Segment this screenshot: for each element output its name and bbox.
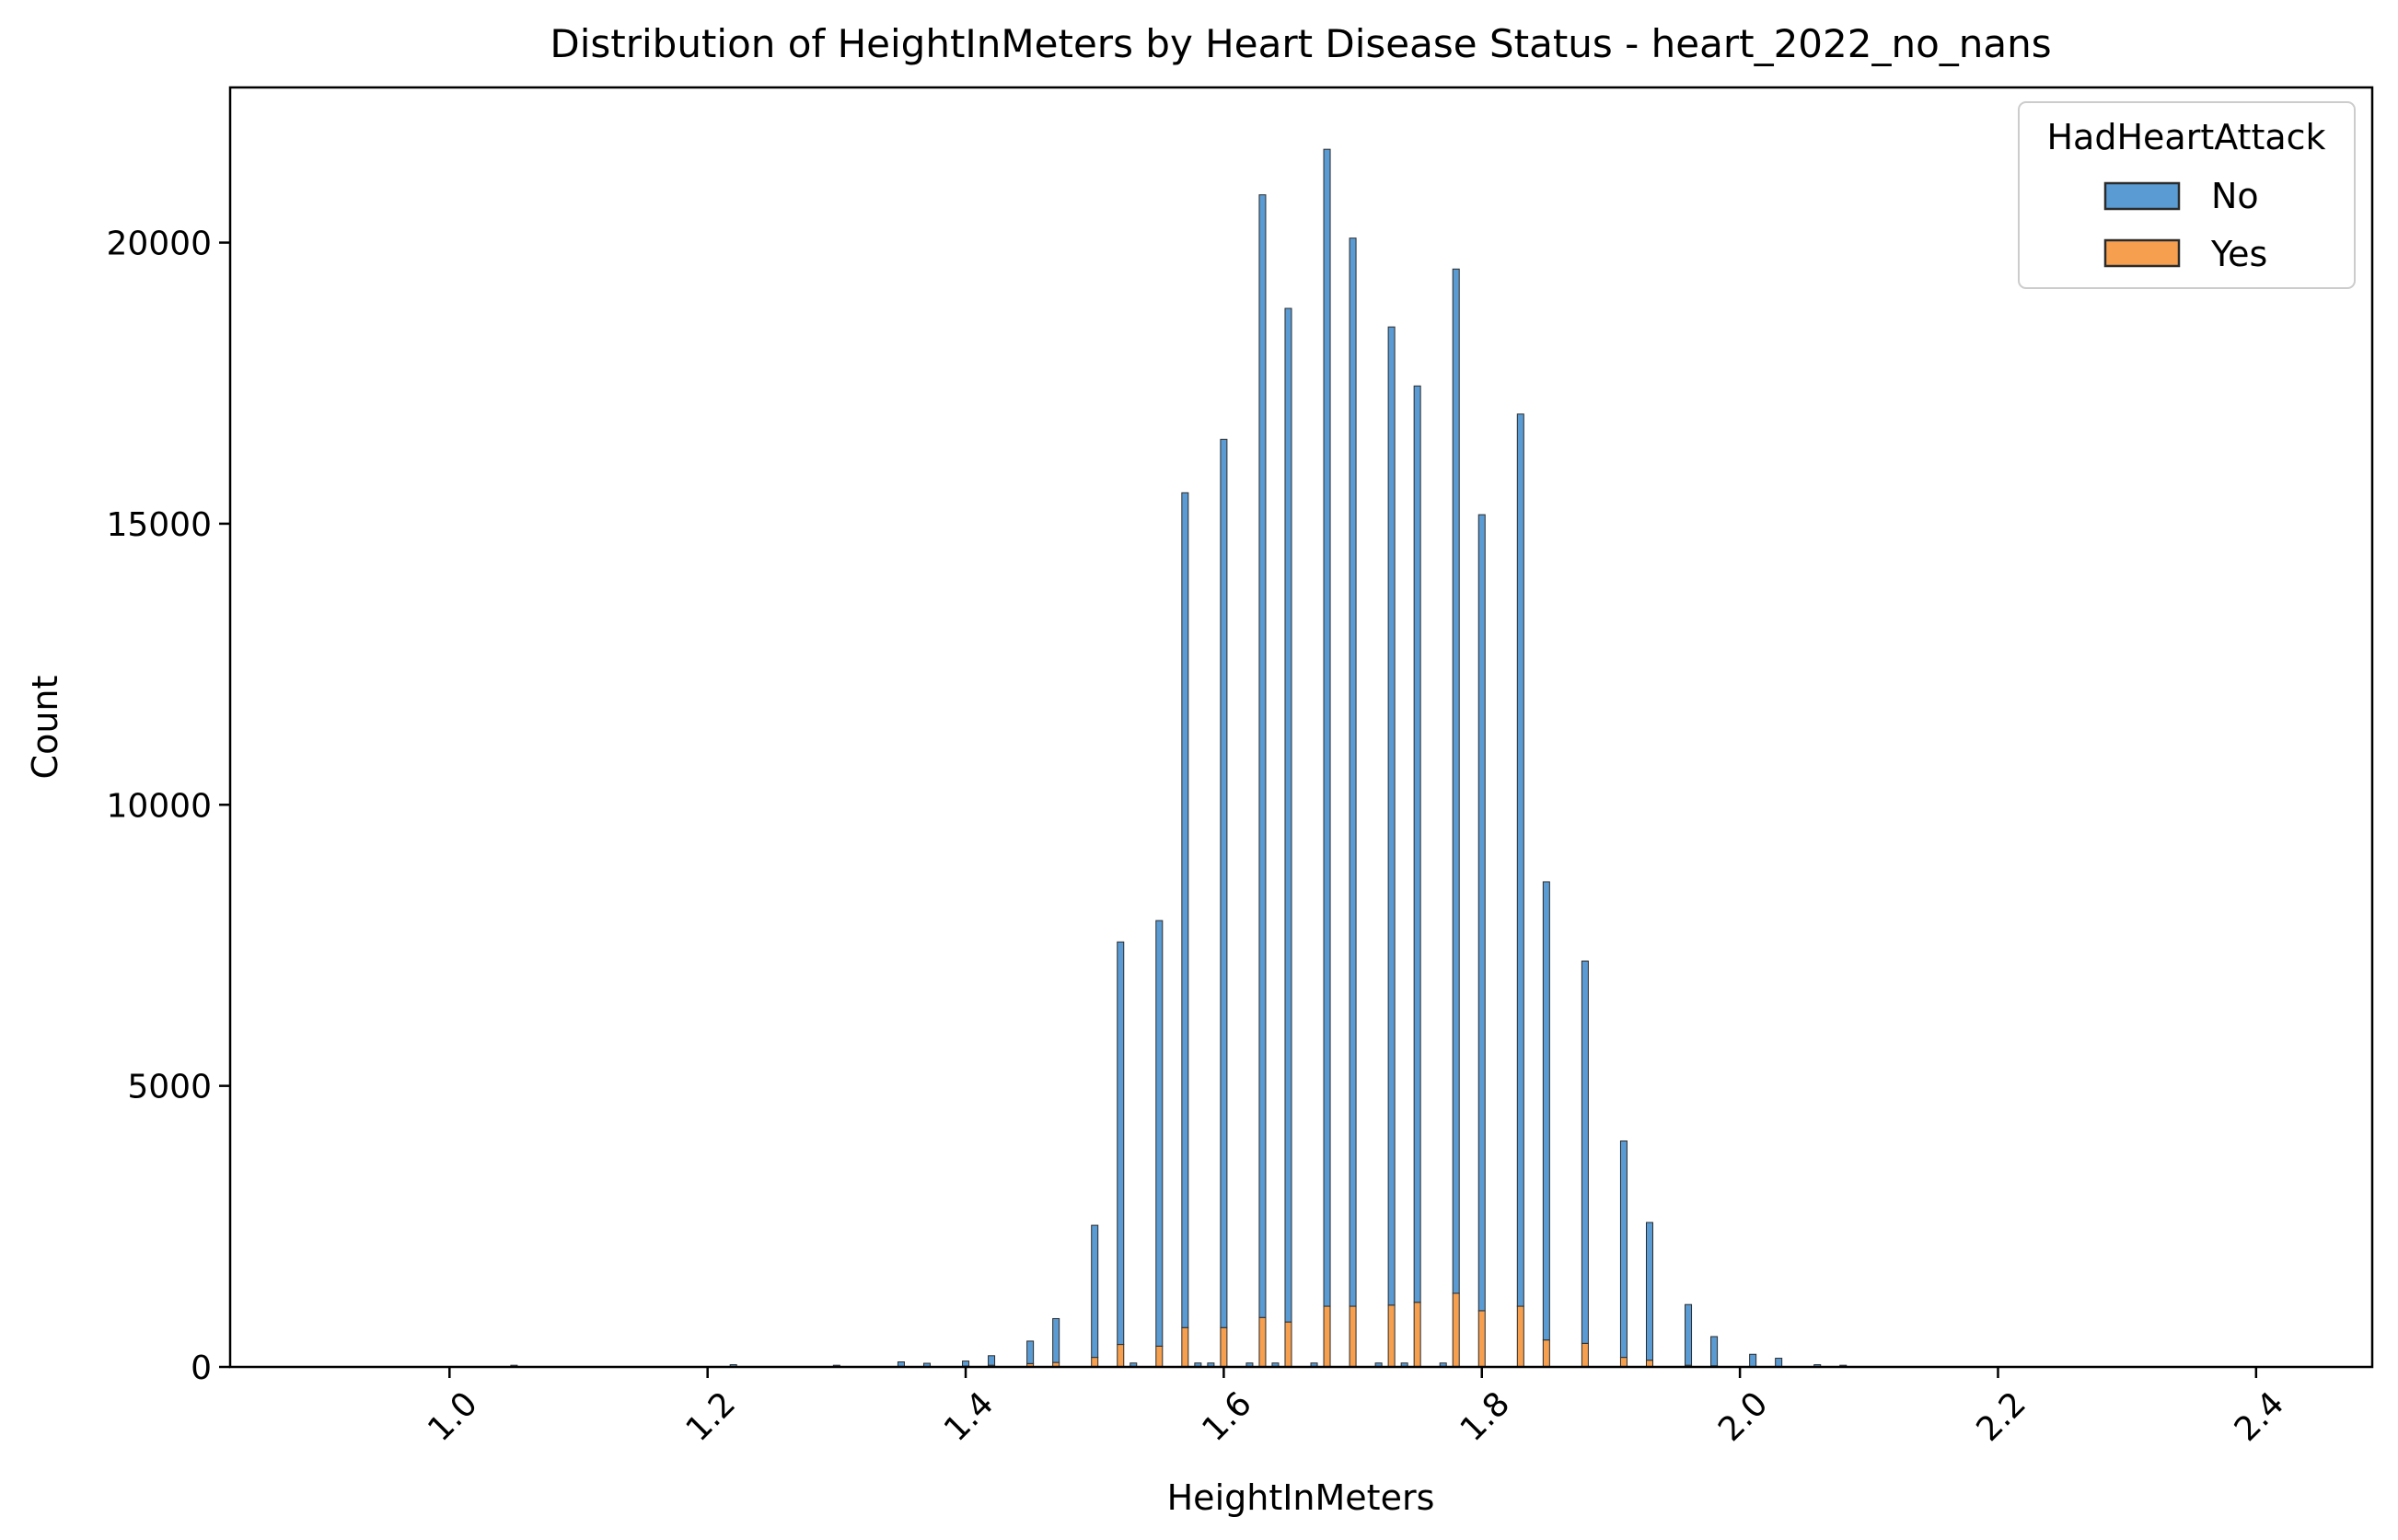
bar-no — [1413, 385, 1421, 1303]
bar-no — [1452, 268, 1460, 1294]
bar-no — [1710, 1336, 1719, 1367]
y-tick-label: 5000 — [127, 1069, 212, 1106]
plot-area — [228, 86, 2374, 1369]
y-tick-label: 20000 — [106, 226, 212, 263]
bar-yes — [1155, 1345, 1164, 1368]
bar-no — [1026, 1340, 1035, 1364]
chart-title: Distribution of HeightInMeters by Heart … — [550, 21, 2051, 66]
legend-label-no: No — [2211, 176, 2259, 216]
bar-no — [1323, 148, 1331, 1307]
x-axis-label: HeightInMeters — [1167, 1477, 1435, 1518]
legend-title: HadHeartAttack — [2046, 117, 2325, 157]
bar-yes — [1452, 1292, 1460, 1368]
bar-no — [1581, 960, 1589, 1344]
bar-no — [1220, 438, 1228, 1328]
bars-group — [510, 148, 1848, 1368]
bar-yes — [1284, 1321, 1292, 1368]
bar-no — [1619, 1140, 1628, 1359]
bar-yes — [1542, 1339, 1550, 1368]
bar-no — [1645, 1222, 1653, 1361]
bar-yes — [1387, 1304, 1396, 1368]
legend-swatch-no — [2103, 181, 2181, 211]
bar-yes — [1349, 1305, 1357, 1368]
legend: HadHeartAttack No Yes — [2018, 101, 2356, 289]
bar-no — [1091, 1224, 1099, 1359]
bar-yes — [1516, 1305, 1524, 1368]
bar-yes — [1220, 1326, 1228, 1368]
bar-no — [1284, 307, 1292, 1323]
bar-no — [897, 1361, 905, 1367]
y-tick-label: 10000 — [106, 787, 212, 825]
legend-label-yes: Yes — [2210, 234, 2267, 274]
axes-frame — [228, 86, 2374, 1369]
bar-no — [1516, 413, 1524, 1307]
bar-no — [962, 1361, 970, 1367]
bar-yes — [1323, 1305, 1331, 1368]
y-axis-label: Count — [25, 676, 65, 780]
bar-no — [988, 1355, 996, 1366]
bar-yes — [1258, 1316, 1267, 1368]
bar-no — [1052, 1317, 1060, 1363]
bar-no — [1775, 1358, 1783, 1368]
bar-no — [1387, 326, 1396, 1306]
bar-yes — [1091, 1357, 1099, 1368]
y-tick-label: 15000 — [106, 506, 212, 544]
bar-yes — [1181, 1326, 1189, 1368]
bar-no — [1181, 492, 1189, 1328]
bar-no — [1542, 881, 1550, 1341]
bar-no — [1685, 1303, 1693, 1366]
bar-yes — [1477, 1310, 1486, 1368]
bar-no — [1258, 194, 1267, 1318]
bar-yes — [1413, 1302, 1421, 1368]
legend-frame — [2018, 101, 2356, 289]
y-tick-label: 0 — [191, 1349, 212, 1387]
bar-yes — [1619, 1357, 1628, 1368]
bar-no — [1117, 941, 1125, 1346]
y-axis-ticks: 0 5000 10000 15000 20000 — [106, 226, 230, 1387]
bar-no — [1155, 920, 1164, 1347]
legend-swatch-yes — [2103, 238, 2181, 268]
bar-no — [1349, 237, 1357, 1307]
bar-yes — [1581, 1342, 1589, 1368]
bar-yes — [1117, 1344, 1125, 1368]
bar-no — [1749, 1353, 1757, 1368]
bar-no — [1477, 514, 1486, 1312]
